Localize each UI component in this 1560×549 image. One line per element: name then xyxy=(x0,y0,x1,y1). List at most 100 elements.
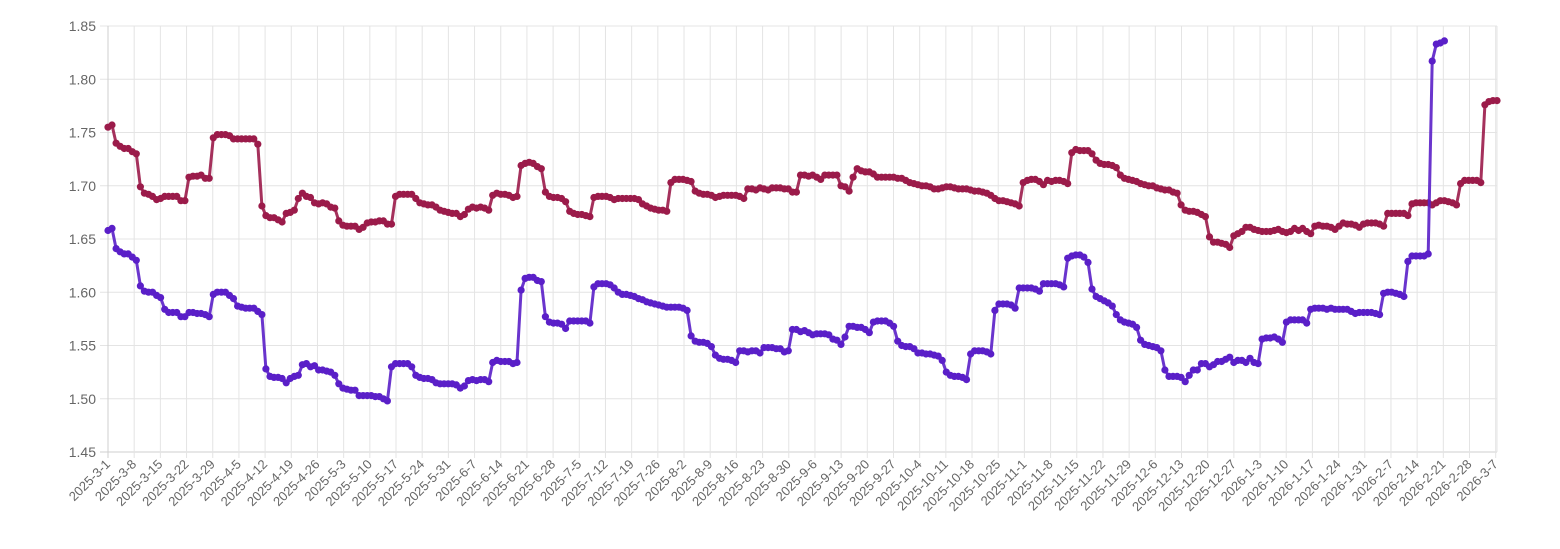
data-point xyxy=(1193,366,1201,374)
data-point xyxy=(108,224,116,232)
data-point xyxy=(278,218,286,226)
data-point xyxy=(1440,37,1448,45)
data-point xyxy=(254,140,262,148)
data-point xyxy=(181,197,189,205)
data-point xyxy=(841,333,849,341)
data-point xyxy=(1185,371,1193,379)
y-tick-label: 1.75 xyxy=(69,125,96,141)
data-point xyxy=(1084,258,1092,266)
data-point xyxy=(294,371,302,379)
data-point xyxy=(991,306,999,314)
data-point xyxy=(205,174,213,182)
x-axis-ticks: 2025-3-12025-3-82025-3-152025-3-222025-3… xyxy=(66,457,1501,515)
data-point xyxy=(837,340,845,348)
data-point xyxy=(517,286,525,294)
data-point xyxy=(1254,360,1262,368)
data-point xyxy=(108,121,116,129)
data-point xyxy=(290,206,298,214)
data-point xyxy=(1376,311,1384,319)
data-point xyxy=(537,165,545,173)
data-point xyxy=(756,349,764,357)
data-point xyxy=(1493,97,1501,105)
data-point xyxy=(383,397,391,405)
data-point xyxy=(1088,150,1096,158)
data-point xyxy=(687,177,695,186)
data-point xyxy=(1112,311,1120,319)
data-point xyxy=(387,220,396,228)
data-point xyxy=(1112,164,1120,172)
data-point xyxy=(938,356,946,364)
data-point xyxy=(1404,212,1412,220)
data-point xyxy=(865,329,873,337)
data-point xyxy=(1477,179,1485,187)
data-point xyxy=(136,183,144,191)
y-tick-label: 1.65 xyxy=(69,231,96,247)
data-point xyxy=(262,365,270,373)
data-point xyxy=(792,188,801,196)
data-point xyxy=(1173,189,1181,197)
data-point xyxy=(1080,253,1088,261)
data-point xyxy=(586,213,594,221)
data-point xyxy=(294,194,302,203)
data-point xyxy=(1428,57,1436,65)
data-point xyxy=(1088,285,1096,293)
data-point xyxy=(890,322,898,330)
y-tick-label: 1.60 xyxy=(69,284,96,300)
data-point xyxy=(740,194,748,203)
grid-lines xyxy=(100,25,1498,458)
data-point xyxy=(1181,378,1189,386)
data-point xyxy=(1108,302,1116,310)
data-point xyxy=(1226,243,1234,252)
data-point xyxy=(1177,201,1185,209)
data-point xyxy=(1404,257,1412,265)
data-point xyxy=(732,358,740,367)
data-point xyxy=(513,358,521,367)
data-point xyxy=(1161,366,1169,374)
data-point xyxy=(962,376,971,384)
data-point xyxy=(1015,202,1023,210)
data-point xyxy=(485,378,493,386)
y-tick-label: 1.70 xyxy=(69,178,96,194)
data-point xyxy=(258,202,266,210)
series-group xyxy=(104,37,1501,405)
data-point xyxy=(132,150,140,158)
data-point xyxy=(1307,230,1315,238)
data-point xyxy=(132,256,140,264)
y-tick-label: 1.55 xyxy=(69,338,96,354)
data-point xyxy=(1303,319,1311,327)
data-point xyxy=(663,207,671,215)
data-point xyxy=(683,306,691,314)
data-point xyxy=(331,371,339,379)
data-point xyxy=(586,319,594,327)
series-1 xyxy=(104,97,1501,252)
data-point xyxy=(1226,353,1234,361)
data-point xyxy=(1011,304,1019,312)
data-point xyxy=(541,313,550,321)
data-point xyxy=(1452,201,1461,209)
data-point xyxy=(1201,213,1209,221)
data-point xyxy=(229,295,238,303)
data-point xyxy=(250,135,258,143)
data-point xyxy=(845,187,853,195)
data-point xyxy=(1424,250,1432,258)
data-point xyxy=(562,324,570,333)
data-point xyxy=(460,382,468,390)
data-point xyxy=(460,210,468,219)
series-2 xyxy=(104,37,1448,405)
data-point xyxy=(562,198,570,206)
y-tick-label: 1.50 xyxy=(69,391,96,407)
data-point xyxy=(987,350,995,358)
data-point xyxy=(136,282,144,290)
data-point xyxy=(1380,222,1388,230)
y-tick-label: 1.45 xyxy=(69,444,96,460)
data-point xyxy=(707,343,716,351)
data-point xyxy=(258,311,266,319)
data-point xyxy=(331,204,339,212)
y-tick-label: 1.85 xyxy=(69,18,96,34)
data-point xyxy=(1278,338,1286,346)
data-point xyxy=(833,171,841,179)
data-point xyxy=(537,278,545,286)
data-point xyxy=(784,347,792,355)
